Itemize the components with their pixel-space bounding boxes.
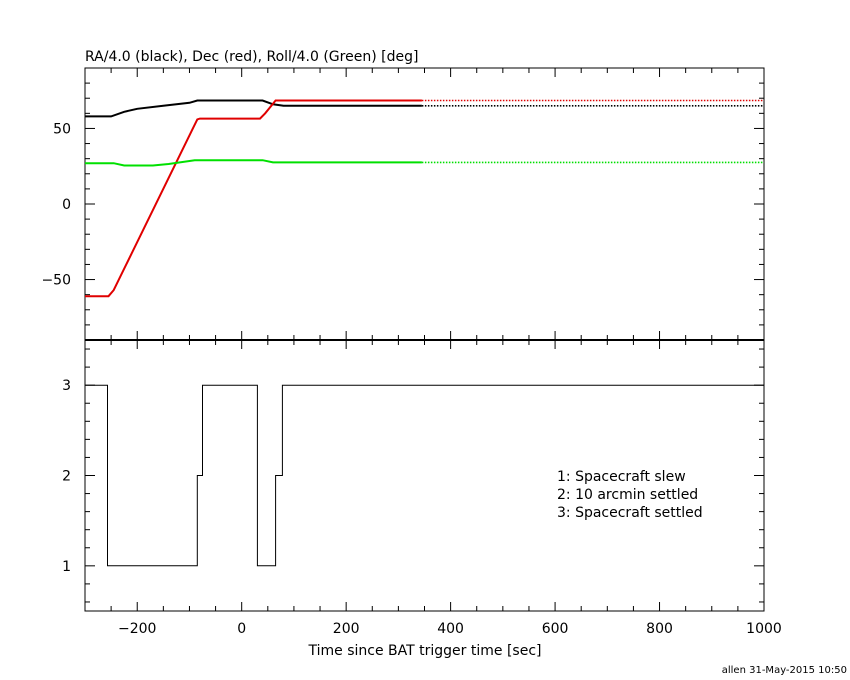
legend-line-1: 1: Spacecraft slew <box>557 469 686 485</box>
top-y-tick-label: −50 <box>41 273 71 289</box>
x-tick-label: 400 <box>437 621 464 637</box>
footer-stamp: allen 31-May-2015 10:50 <box>722 665 847 676</box>
top-panel-title: RA/4.0 (black), Dec (red), Roll/4.0 (Gre… <box>85 49 418 65</box>
top-series-2 <box>85 99 422 298</box>
top-y-tick-label: 50 <box>53 121 71 137</box>
x-tick-label: −200 <box>118 621 156 637</box>
x-tick-label: 800 <box>646 621 673 637</box>
x-tick-label: 600 <box>542 621 569 637</box>
top-series-4 <box>85 159 422 167</box>
top-series-0 <box>85 99 422 118</box>
top-frame <box>84 67 765 341</box>
bottom-y-tick-label: 2 <box>62 469 71 485</box>
settle-state-panel: 1 2 3 −200 0 200 400 600 800 1000 <box>62 339 782 637</box>
bottom-series-0 <box>85 384 764 567</box>
x-tick-label: 200 <box>333 621 360 637</box>
attitude-panel: −50 0 50 <box>41 67 765 341</box>
x-tick-label: 1000 <box>746 621 782 637</box>
x-axis-label: Time since BAT trigger time [sec] <box>308 643 542 659</box>
bottom-y-tick-label: 1 <box>62 559 71 575</box>
top-y-tick-label: 0 <box>62 197 71 213</box>
legend-line-2: 2: 10 arcmin settled <box>557 487 698 503</box>
x-tick-label: 0 <box>237 621 246 637</box>
bottom-y-tick-label: 3 <box>62 378 71 394</box>
state-legend: 1: Spacecraft slew 2: 10 arcmin settled … <box>557 469 703 521</box>
legend-line-3: 3: Spacecraft settled <box>557 505 703 521</box>
